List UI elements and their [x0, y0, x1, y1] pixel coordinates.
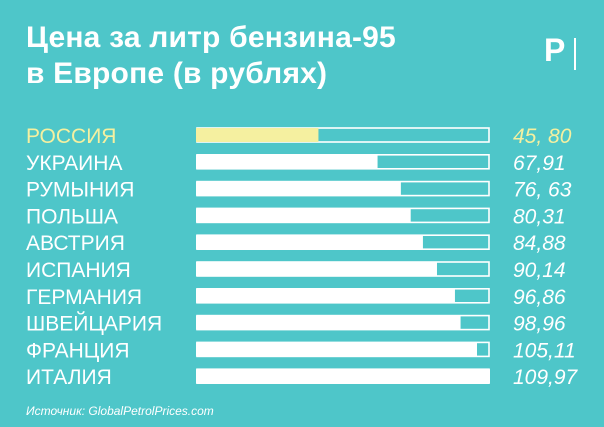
- bar: [196, 235, 423, 250]
- value-label: 80,31: [513, 205, 566, 228]
- title-line-2: в Европе (в рублях): [26, 57, 328, 90]
- value-label: 105,11: [513, 339, 576, 362]
- source-note: Источник: GlobalPetrolPrices.com: [26, 404, 214, 418]
- bar: [196, 181, 401, 196]
- value-label: 98,96: [513, 313, 566, 336]
- chart-row: ИСПАНИЯ 90,14: [26, 259, 566, 282]
- category-label: ИСПАНИЯ: [26, 259, 131, 282]
- category-label: ПОЛЬША: [26, 205, 118, 228]
- value-label: 90,14: [513, 259, 566, 282]
- chart-row: ШВЕЙЦАРИЯ 98,96: [26, 312, 566, 336]
- category-label: АВСТРИЯ: [26, 232, 125, 255]
- category-label: ШВЕЙЦАРИЯ: [26, 312, 162, 336]
- value-label: 45, 80: [513, 125, 572, 148]
- title-line-1: Цена за литр бензина-95: [26, 21, 396, 54]
- bar: [196, 208, 411, 223]
- bar: [196, 128, 319, 142]
- value-label: 84,88: [513, 232, 566, 255]
- bar: [196, 342, 478, 357]
- chart-row: ФРАНЦИЯ 105,11: [26, 339, 576, 362]
- category-label: УКРАИНА: [26, 152, 122, 175]
- chart-row: ИТАЛИЯ 109,97: [26, 366, 579, 389]
- chart-row: АВСТРИЯ 84,88: [26, 232, 566, 255]
- logo-letter: Р: [544, 32, 566, 68]
- category-label: РОССИЯ: [26, 125, 116, 148]
- bar: [196, 315, 461, 330]
- chart-row: ГЕРМАНИЯ 96,86: [26, 286, 566, 309]
- category-label: РУМЫНИЯ: [26, 179, 134, 202]
- chart-row: ПОЛЬША 80,31: [26, 205, 566, 228]
- chart-row: РОССИЯ 45, 80: [26, 125, 572, 148]
- chart-title: Цена за литр бензина-95 в Европе (в рубл…: [26, 20, 396, 92]
- value-label: 96,86: [513, 286, 566, 309]
- bar: [196, 154, 378, 169]
- category-label: ФРАНЦИЯ: [26, 339, 130, 362]
- value-label: 67,91: [513, 152, 566, 175]
- category-label: ГЕРМАНИЯ: [26, 286, 142, 309]
- publisher-logo: Р: [544, 32, 576, 70]
- value-label: 76, 63: [513, 179, 572, 202]
- value-label: 109,97: [513, 366, 579, 389]
- chart-row: РУМЫНИЯ 76, 63: [26, 179, 572, 202]
- category-label: ИТАЛИЯ: [26, 366, 112, 389]
- bar: [196, 288, 455, 303]
- logo-bar: [574, 38, 576, 70]
- bar: [196, 262, 437, 276]
- chart-row: УКРАИНА 67,91: [26, 152, 566, 175]
- bar: [196, 369, 490, 384]
